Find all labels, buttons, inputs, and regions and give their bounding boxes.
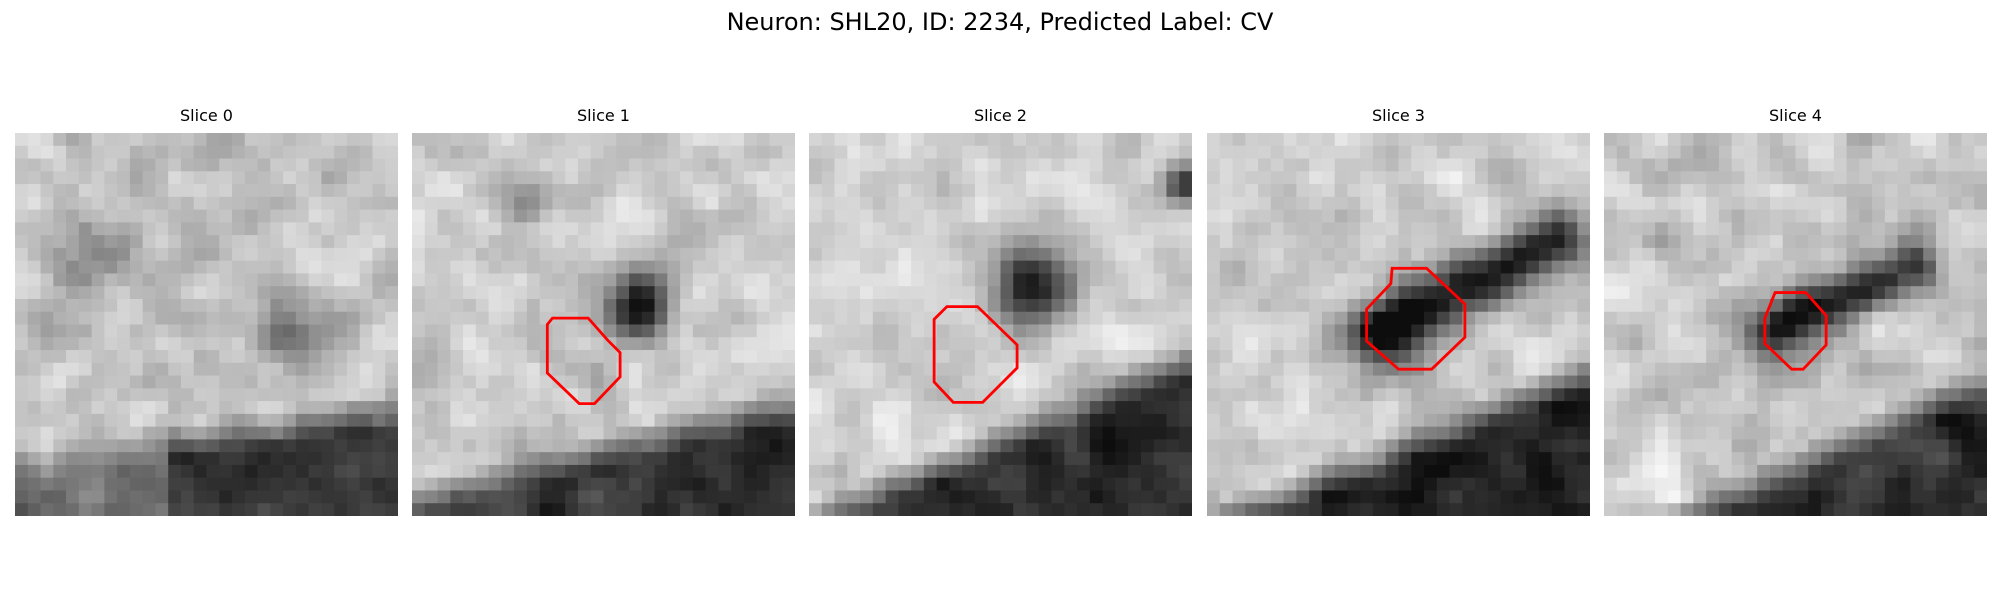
slice-title: Slice 3: [1207, 106, 1590, 126]
slice-title: Slice 1: [412, 106, 795, 126]
slice-image: [412, 133, 795, 516]
slice-title: Slice 2: [809, 106, 1192, 126]
slice-title: Slice 0: [15, 106, 398, 126]
slice-panel-2: Slice 2: [809, 106, 1192, 519]
slice-image: [15, 133, 398, 516]
slice-panel-4: Slice 4: [1604, 106, 1987, 519]
slice-image: [1207, 133, 1590, 516]
slice-title: Slice 4: [1604, 106, 1987, 126]
slice-image: [1604, 133, 1987, 516]
figure-title: Neuron: SHL20, ID: 2234, Predicted Label…: [0, 6, 2000, 38]
slice-image: [809, 133, 1192, 516]
slice-panel-3: Slice 3: [1207, 106, 1590, 519]
slice-panel-0: Slice 0: [15, 106, 398, 519]
slice-panel-1: Slice 1: [412, 106, 795, 519]
